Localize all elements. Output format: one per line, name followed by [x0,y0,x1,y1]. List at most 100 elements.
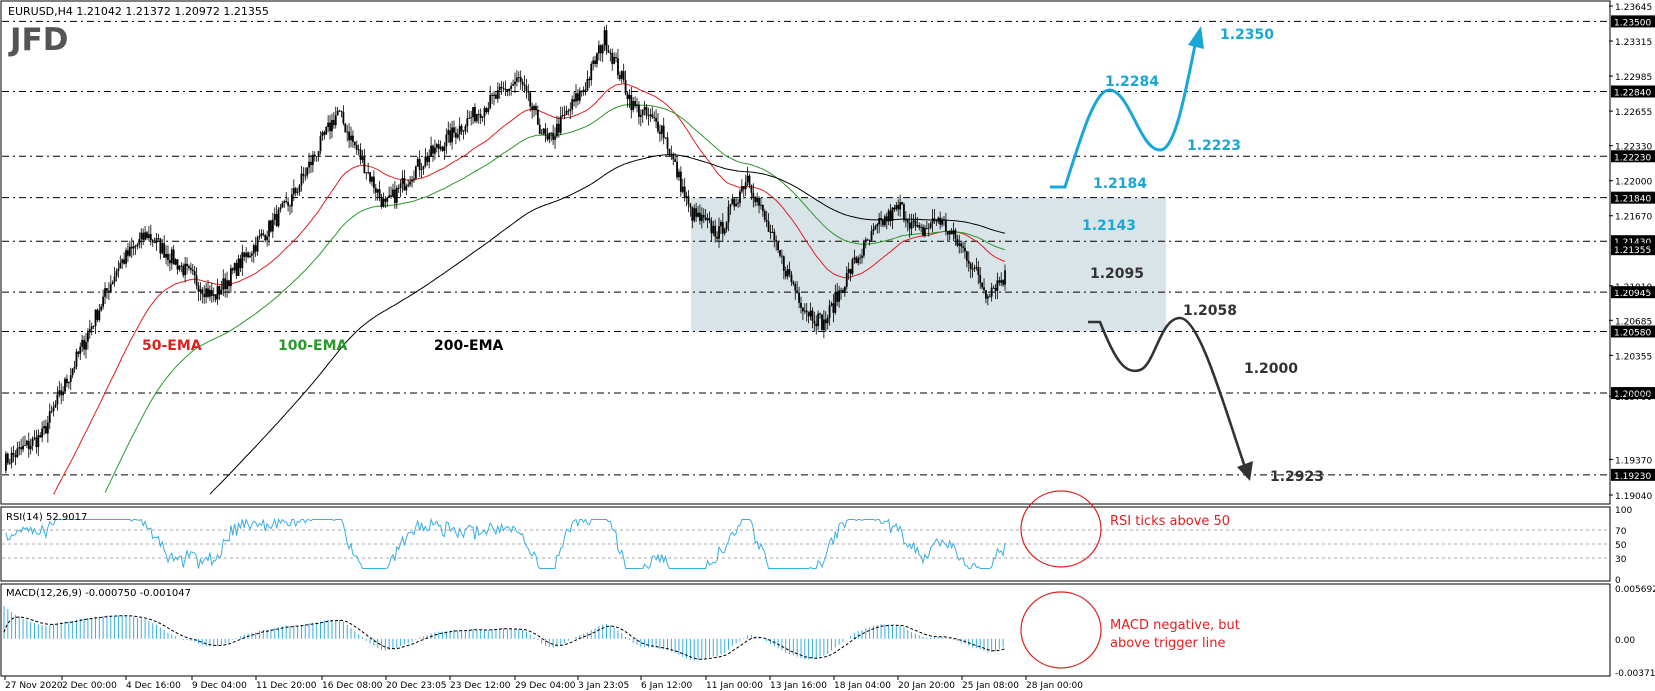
x-tick-label-3: 9 Dec 04:00 [192,681,247,691]
candle-body [958,243,961,246]
scenario-paths [1050,26,1253,481]
candle-body [708,218,711,221]
candle-body [151,240,154,243]
candle-body [788,269,791,275]
candle-body [834,292,837,313]
candle-body [79,346,82,354]
candle-body [937,217,940,222]
candle-body [107,290,110,293]
candle-body [826,317,829,324]
candle-body [609,52,612,54]
candle-body [252,245,255,254]
candle-body [334,115,337,126]
target-label-12223: 1.2223 [1187,138,1241,154]
price-axis: 1.235001.228401.222301.218401.214301.209… [1609,3,1655,502]
candle-body [142,232,145,240]
candle-body [777,241,780,251]
candle-body [357,149,360,151]
candle-body [439,146,442,149]
candle-body [332,120,335,126]
candle-body [880,217,882,220]
candle-body [491,94,494,96]
candle-body [140,232,143,240]
candle-body [992,287,995,289]
candle-body [214,294,217,300]
candle-body [956,238,959,246]
y-tick-label-5: 1.22000 [1615,178,1652,188]
candle-body [22,445,24,450]
candle-body [163,243,166,258]
candle-body [212,294,215,296]
candle-body [967,260,970,264]
candle-body [773,231,776,241]
candle-body [756,197,759,203]
candle-body [550,132,553,134]
candle-body [117,268,120,272]
candle-body [653,117,656,118]
candle-body [536,109,539,125]
candle-body [990,287,993,297]
candle-body [849,269,852,274]
candle-body [348,131,351,141]
candle-body [443,146,446,151]
candle-body [189,267,192,270]
candle-body [161,243,164,254]
candle-body [409,181,412,185]
candle-body [801,307,804,312]
candle-body [424,156,427,167]
macd-tick-1: 0.00 [1615,636,1635,646]
candle-body [933,218,936,221]
candle-body [975,267,978,269]
level-tag-bg-1 [1611,85,1655,98]
candle-body [393,189,396,203]
candle-body [508,88,511,92]
candle-body [325,126,328,135]
candle-body [329,122,331,132]
candle-body [706,218,709,221]
candle-body [983,287,985,291]
candle-body [121,259,124,263]
macd-annotation-line-1: MACD negative, but [1110,618,1240,633]
candle-body [279,207,282,210]
candle-body [916,225,919,227]
candle-body [33,437,36,439]
candle-body [672,153,675,160]
candle-body [435,144,438,148]
candle-body [100,306,103,311]
candle-body [605,30,608,51]
candle-body [515,77,518,82]
rsi-annotation: RSI ticks above 50 [1110,514,1230,529]
candle-body [798,292,800,303]
candle-body [920,226,923,228]
candle-body [86,332,89,342]
candle-body [359,149,362,160]
candle-body [395,187,398,203]
candle-body [172,249,175,265]
time-axis: 27 Nov 2020 2 Dec 00:00 4 Dec 16:00 9 Dec 0… [4,676,1083,691]
candle-body [277,209,280,227]
jfd-logo: JFD [8,22,68,58]
candle-body [180,265,183,267]
candle-body [895,205,898,210]
candle-body [542,128,545,134]
target-label-12284: 1.2284 [1105,74,1159,90]
candle-body [557,123,560,133]
candle-body [148,234,150,239]
candle-body [18,447,21,449]
candle-body [943,219,945,221]
ema200-label: 200-EMA [434,338,504,354]
candle-body [761,204,764,212]
candle-body [988,296,991,298]
candle-body [197,285,200,292]
candle-body [697,212,699,217]
target-label-12923: 1.2923 [1270,469,1324,485]
candle-body [657,121,659,132]
candle-body [969,263,972,269]
candle-body [241,252,244,269]
candle-body [405,186,408,191]
candle-body [813,320,816,324]
candle-body [270,220,272,232]
candle-body [388,195,391,198]
candle-body [273,213,276,220]
